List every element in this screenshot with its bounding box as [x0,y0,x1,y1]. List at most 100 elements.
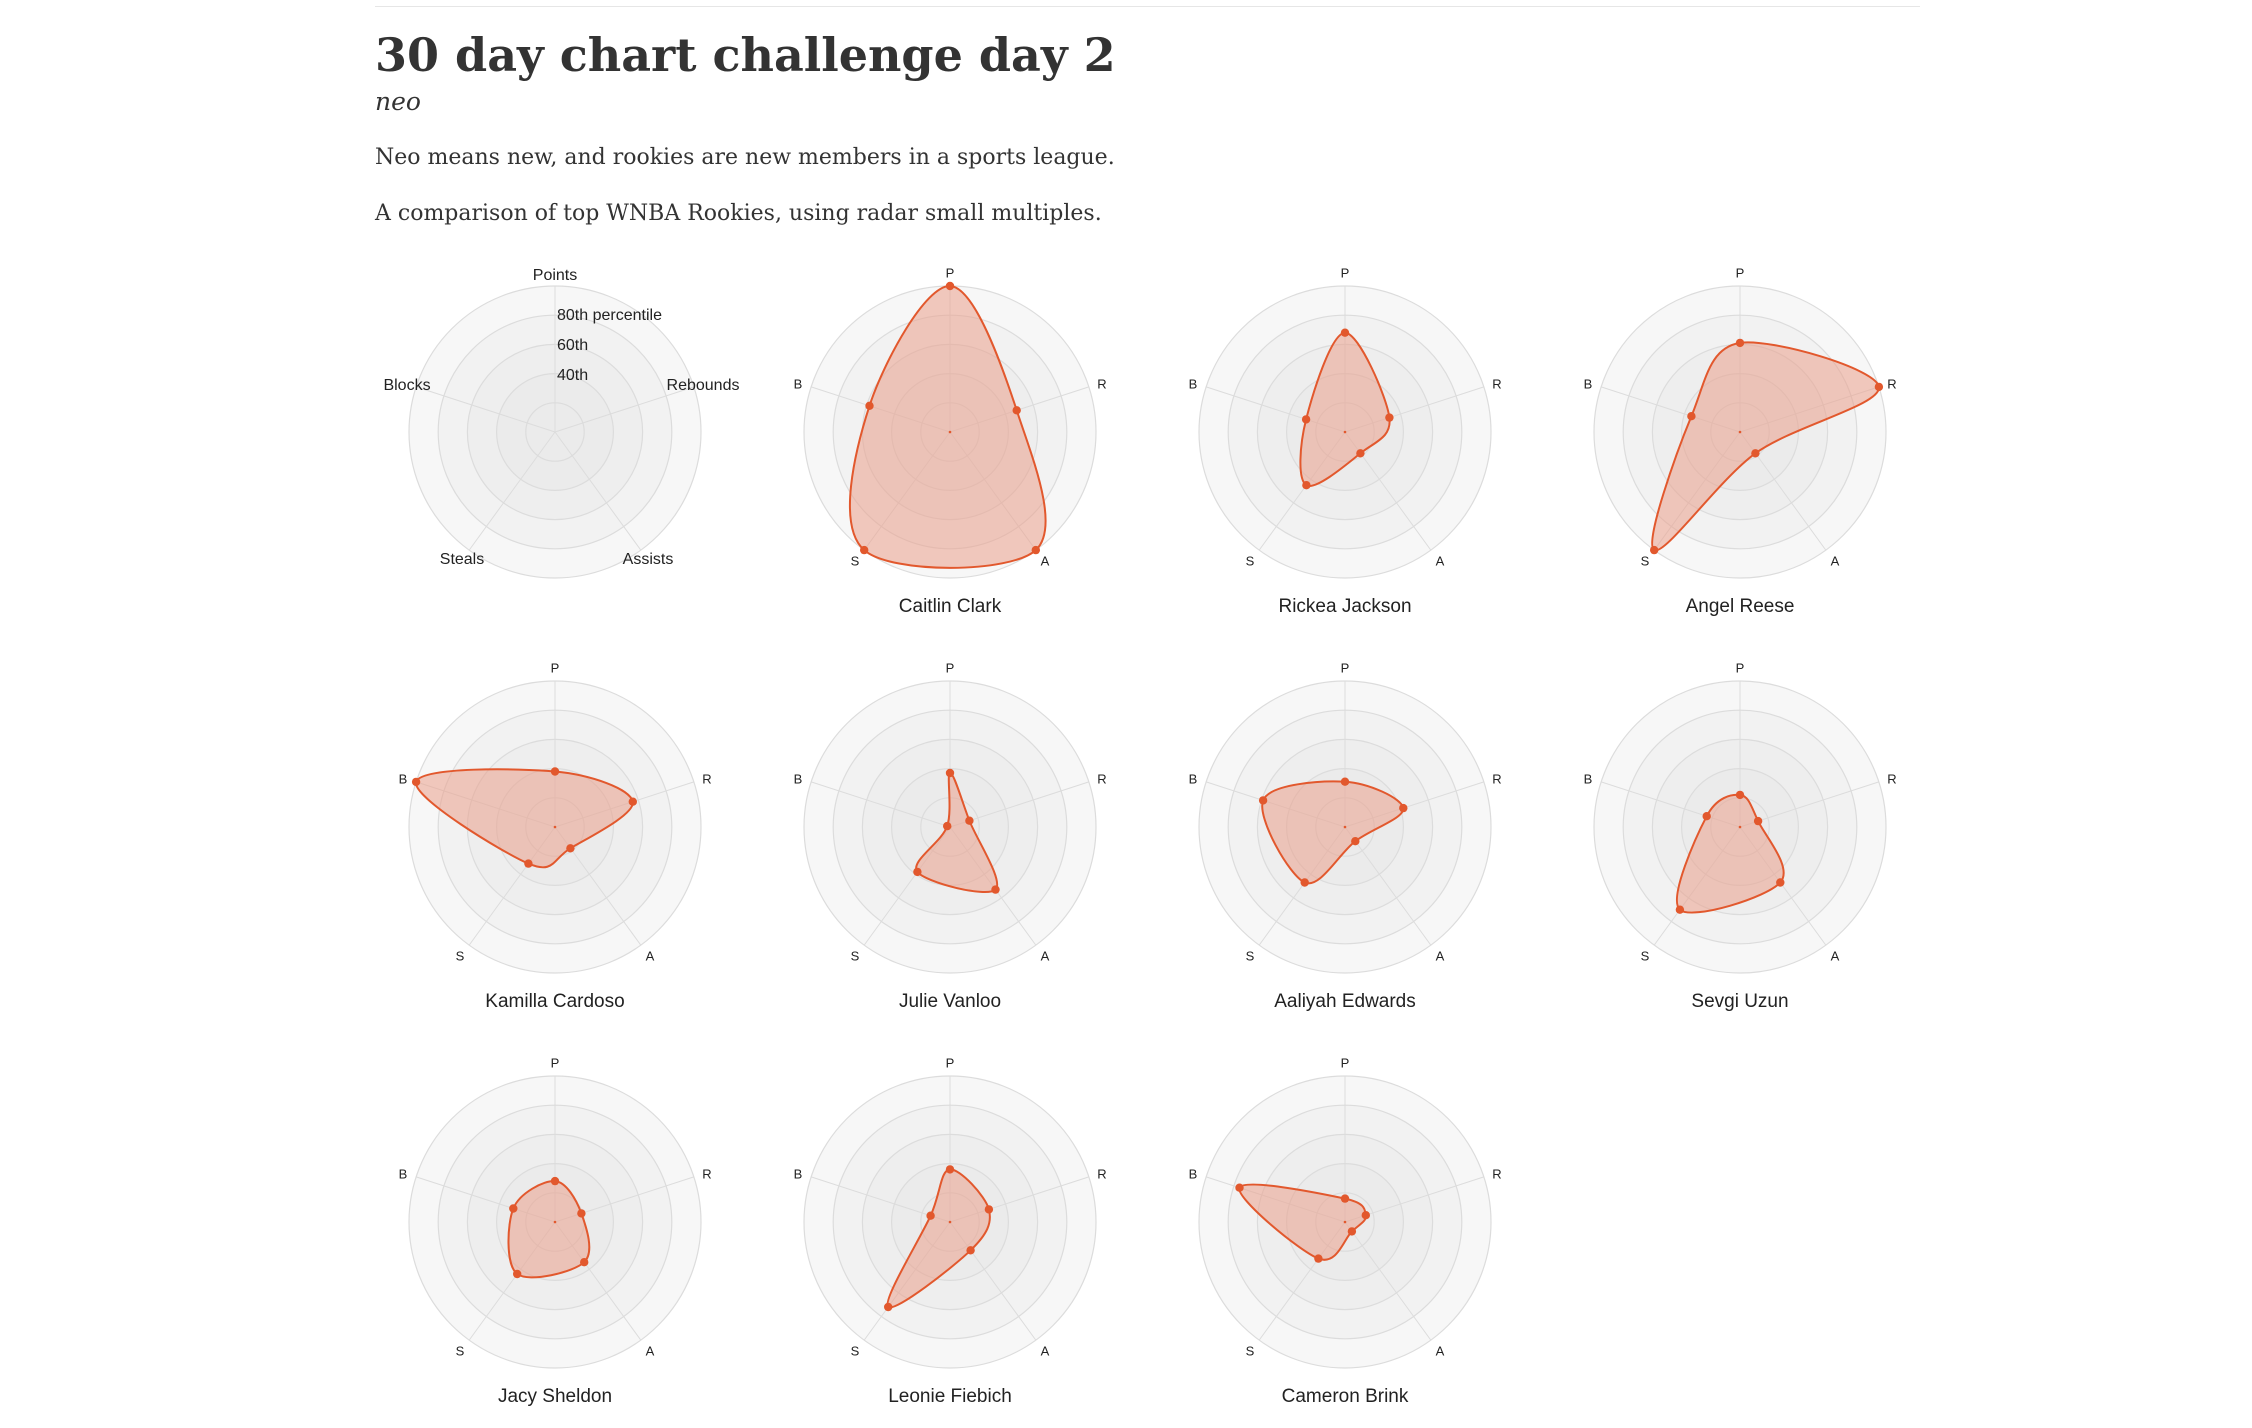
legend-ring-label: 80th percentile [557,307,662,324]
data-point [1351,837,1360,846]
data-point [1687,412,1696,421]
data-point [884,1302,893,1312]
data-point [1702,812,1711,821]
axis-label: R [1492,1166,1501,1181]
player-name: Sevgi Uzun [1691,991,1788,1012]
data-point [513,1269,522,1279]
data-point [913,867,922,877]
axis-label: B [1189,771,1198,786]
data-point [524,859,533,868]
axis-label: S [1246,948,1255,963]
player-radar: P R A S B Jacy Sheldon [399,1055,712,1407]
axis-label: B [1189,1166,1198,1181]
data-point [1347,1227,1357,1236]
data-point [1012,406,1021,415]
player-name: Cameron Brink [1282,1386,1409,1407]
player-radar: P R A S B Angel Reese [1584,265,1897,617]
axis-label: A [1831,948,1840,963]
axis-label: B [399,771,408,786]
data-point [1031,545,1041,555]
legend-axis-label: Rebounds [667,377,740,394]
data-point [943,821,952,831]
data-point [628,797,637,806]
axis-label: A [1436,1343,1445,1358]
description-paragraph: A comparison of top WNBA Rookies, using … [375,201,1102,226]
data-point [1314,1254,1323,1263]
data-point [1340,777,1350,786]
player-radar: P R A S B Cameron Brink [1189,1055,1502,1407]
data-point [965,816,974,825]
legend-radar: Points Rebounds Assists Steals Blocks 80th pe… [383,267,740,579]
axis-label: B [1189,376,1198,391]
grid-spoke [554,431,642,551]
center-dot [1343,1220,1347,1224]
legend-ring-label: 40th [557,367,588,384]
data-point [1235,1183,1244,1192]
series-area [848,284,1047,569]
grid-spoke [1344,826,1432,946]
page-title: 30 day chart challenge day 2 [375,28,1116,82]
data-point [1735,338,1745,348]
axis-label: S [851,553,860,568]
data-point [1258,796,1268,805]
axis-label: B [1584,771,1593,786]
data-point [577,1209,586,1218]
axis-label: R [1097,376,1106,391]
legend-ring-label: 60th [557,337,588,354]
axis-label: A [646,948,655,963]
player-name: Jacy Sheldon [498,1386,612,1407]
data-point [1301,415,1311,424]
axis-label: R [1492,376,1501,391]
data-point [1361,1211,1371,1220]
player-radar: P R A S B Julie Vanloo [794,660,1107,1012]
axis-label: P [551,1055,560,1070]
data-point [1776,878,1785,887]
grid-spoke [1344,1221,1432,1341]
axis-label: R [1097,771,1106,786]
grid-spoke [1739,781,1880,828]
axis-label: S [851,948,860,963]
player-radar: P R A S B Leonie Fiebich [794,1055,1107,1407]
legend-axis-label: Points [533,267,577,284]
center-dot [1343,430,1347,434]
axis-label: S [851,1343,860,1358]
data-point [1340,328,1350,337]
axis-label: B [1584,376,1593,391]
data-point [991,885,1000,894]
axis-label: S [1641,948,1650,963]
axis-label: P [946,1055,955,1070]
center-dot [1343,825,1347,829]
player-name: Angel Reese [1686,596,1795,617]
center-dot [1738,825,1742,829]
series-area [1299,331,1391,487]
axis-label: P [946,660,955,675]
top-divider [375,6,1920,7]
player-name: Caitlin Clark [899,596,1002,617]
data-point [566,844,575,853]
legend-axis-label: Assists [623,551,674,568]
axis-label: B [794,376,803,391]
axis-label: B [399,1166,408,1181]
data-point [1385,413,1394,422]
axis-label: R [702,1166,711,1181]
data-point [1302,481,1311,490]
axis-label: P [1341,660,1350,675]
data-point [1675,905,1685,914]
intro-paragraph: Neo means new, and rookies are new membe… [375,145,1115,170]
data-point [945,768,955,778]
data-point [1751,449,1760,458]
data-point [550,767,560,776]
data-point [1399,803,1408,813]
center-dot [948,825,952,829]
data-point [865,401,874,410]
axis-label: A [646,1343,655,1358]
player-name: Kamilla Cardoso [485,991,624,1012]
grid-spoke [554,386,695,433]
axis-label: B [794,771,803,786]
player-radar: P R A S B Sevgi Uzun [1584,660,1897,1012]
legend-axis-label: Blocks [383,377,430,394]
player-name: Leonie Fiebich [888,1386,1012,1407]
player-radar: P R A S B Caitlin Clark [794,265,1107,617]
axis-label: R [1887,771,1896,786]
